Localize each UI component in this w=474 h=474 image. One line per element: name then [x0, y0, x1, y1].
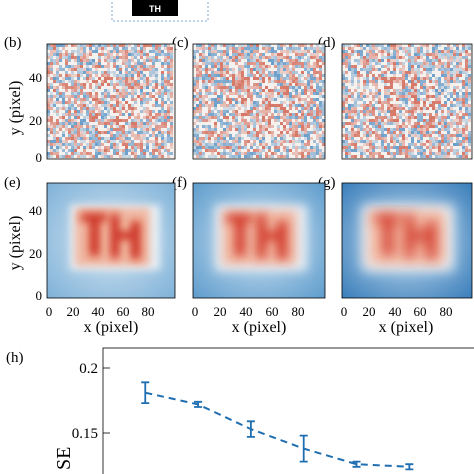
y-tick-label: 0: [36, 150, 43, 165]
error-bar-2: [194, 400, 203, 408]
y-axis-label: y (pixel): [7, 81, 24, 136]
x-tick-label: 60: [414, 304, 427, 319]
panel-label-b: (b): [4, 35, 22, 51]
error-bar-5: [352, 460, 361, 468]
x-axis-e: 0 20 40 60 80 x (pixel): [46, 304, 155, 336]
y-tick-label: 0: [36, 288, 43, 303]
error-bar-1: [141, 381, 150, 404]
y-tick-label: 40: [29, 203, 42, 218]
y-axis-row2: 40 20 0 y (pixel): [7, 203, 42, 303]
noise-image-b: [46, 43, 176, 160]
error-bar-4: [299, 434, 308, 463]
x-axis-label: x (pixel): [379, 319, 434, 336]
x-tick-label: 40: [240, 304, 253, 319]
chart-series: [141, 381, 414, 471]
y-tick-label: 20: [29, 113, 42, 128]
error-bar-3: [246, 420, 255, 438]
x-tick-label: 0: [192, 304, 199, 319]
reference-image: TH: [111, 0, 209, 22]
error-bar-6: [405, 463, 414, 471]
x-tick-label: 80: [440, 304, 453, 319]
panel-label-f: (f): [172, 175, 187, 191]
x-tick-label: 20: [214, 304, 227, 319]
x-axis-f: 0 20 40 60 80 x (pixel): [192, 304, 305, 336]
x-tick-label: 60: [117, 304, 130, 319]
se-chart: 0.2 0.15 SE: [53, 347, 474, 474]
panel-label-c: (c): [172, 35, 189, 51]
reconstruction-image-f: [192, 182, 326, 299]
se-series-line: [145, 391, 410, 468]
x-tick-label: 40: [389, 304, 402, 319]
chart-y-tick-label: 0.15: [72, 426, 98, 442]
reconstruction-image-e: [46, 182, 176, 299]
x-tick-label: 80: [142, 304, 155, 319]
x-axis-g: 0 20 40 60 80 x (pixel): [341, 304, 453, 336]
y-axis-label: y (pixel): [7, 216, 24, 271]
x-axis-label: x (pixel): [84, 319, 139, 336]
x-tick-label: 40: [92, 304, 105, 319]
y-tick-label: 40: [29, 70, 42, 85]
reconstruction-image-g: [341, 182, 473, 299]
x-tick-label: 80: [292, 304, 305, 319]
chart-frame: [102, 347, 474, 474]
x-tick-label: 20: [363, 304, 376, 319]
x-axis-label: x (pixel): [232, 319, 287, 336]
x-tick-label: 0: [341, 304, 348, 319]
chart-y-axis-label: SE: [53, 447, 75, 470]
chart-y-tick-label: 0.2: [79, 361, 98, 377]
y-axis-row1: 40 20 0 y (pixel): [7, 70, 42, 165]
x-tick-label: 60: [266, 304, 279, 319]
reference-label: TH: [149, 4, 161, 14]
panel-label-e: (e): [4, 175, 21, 191]
y-tick-label: 20: [29, 246, 42, 261]
panel-label-h: (h): [6, 350, 24, 366]
x-tick-label: 20: [67, 304, 80, 319]
noise-image-d: [341, 43, 473, 160]
noise-image-c: [192, 43, 326, 160]
x-tick-label: 0: [46, 304, 53, 319]
